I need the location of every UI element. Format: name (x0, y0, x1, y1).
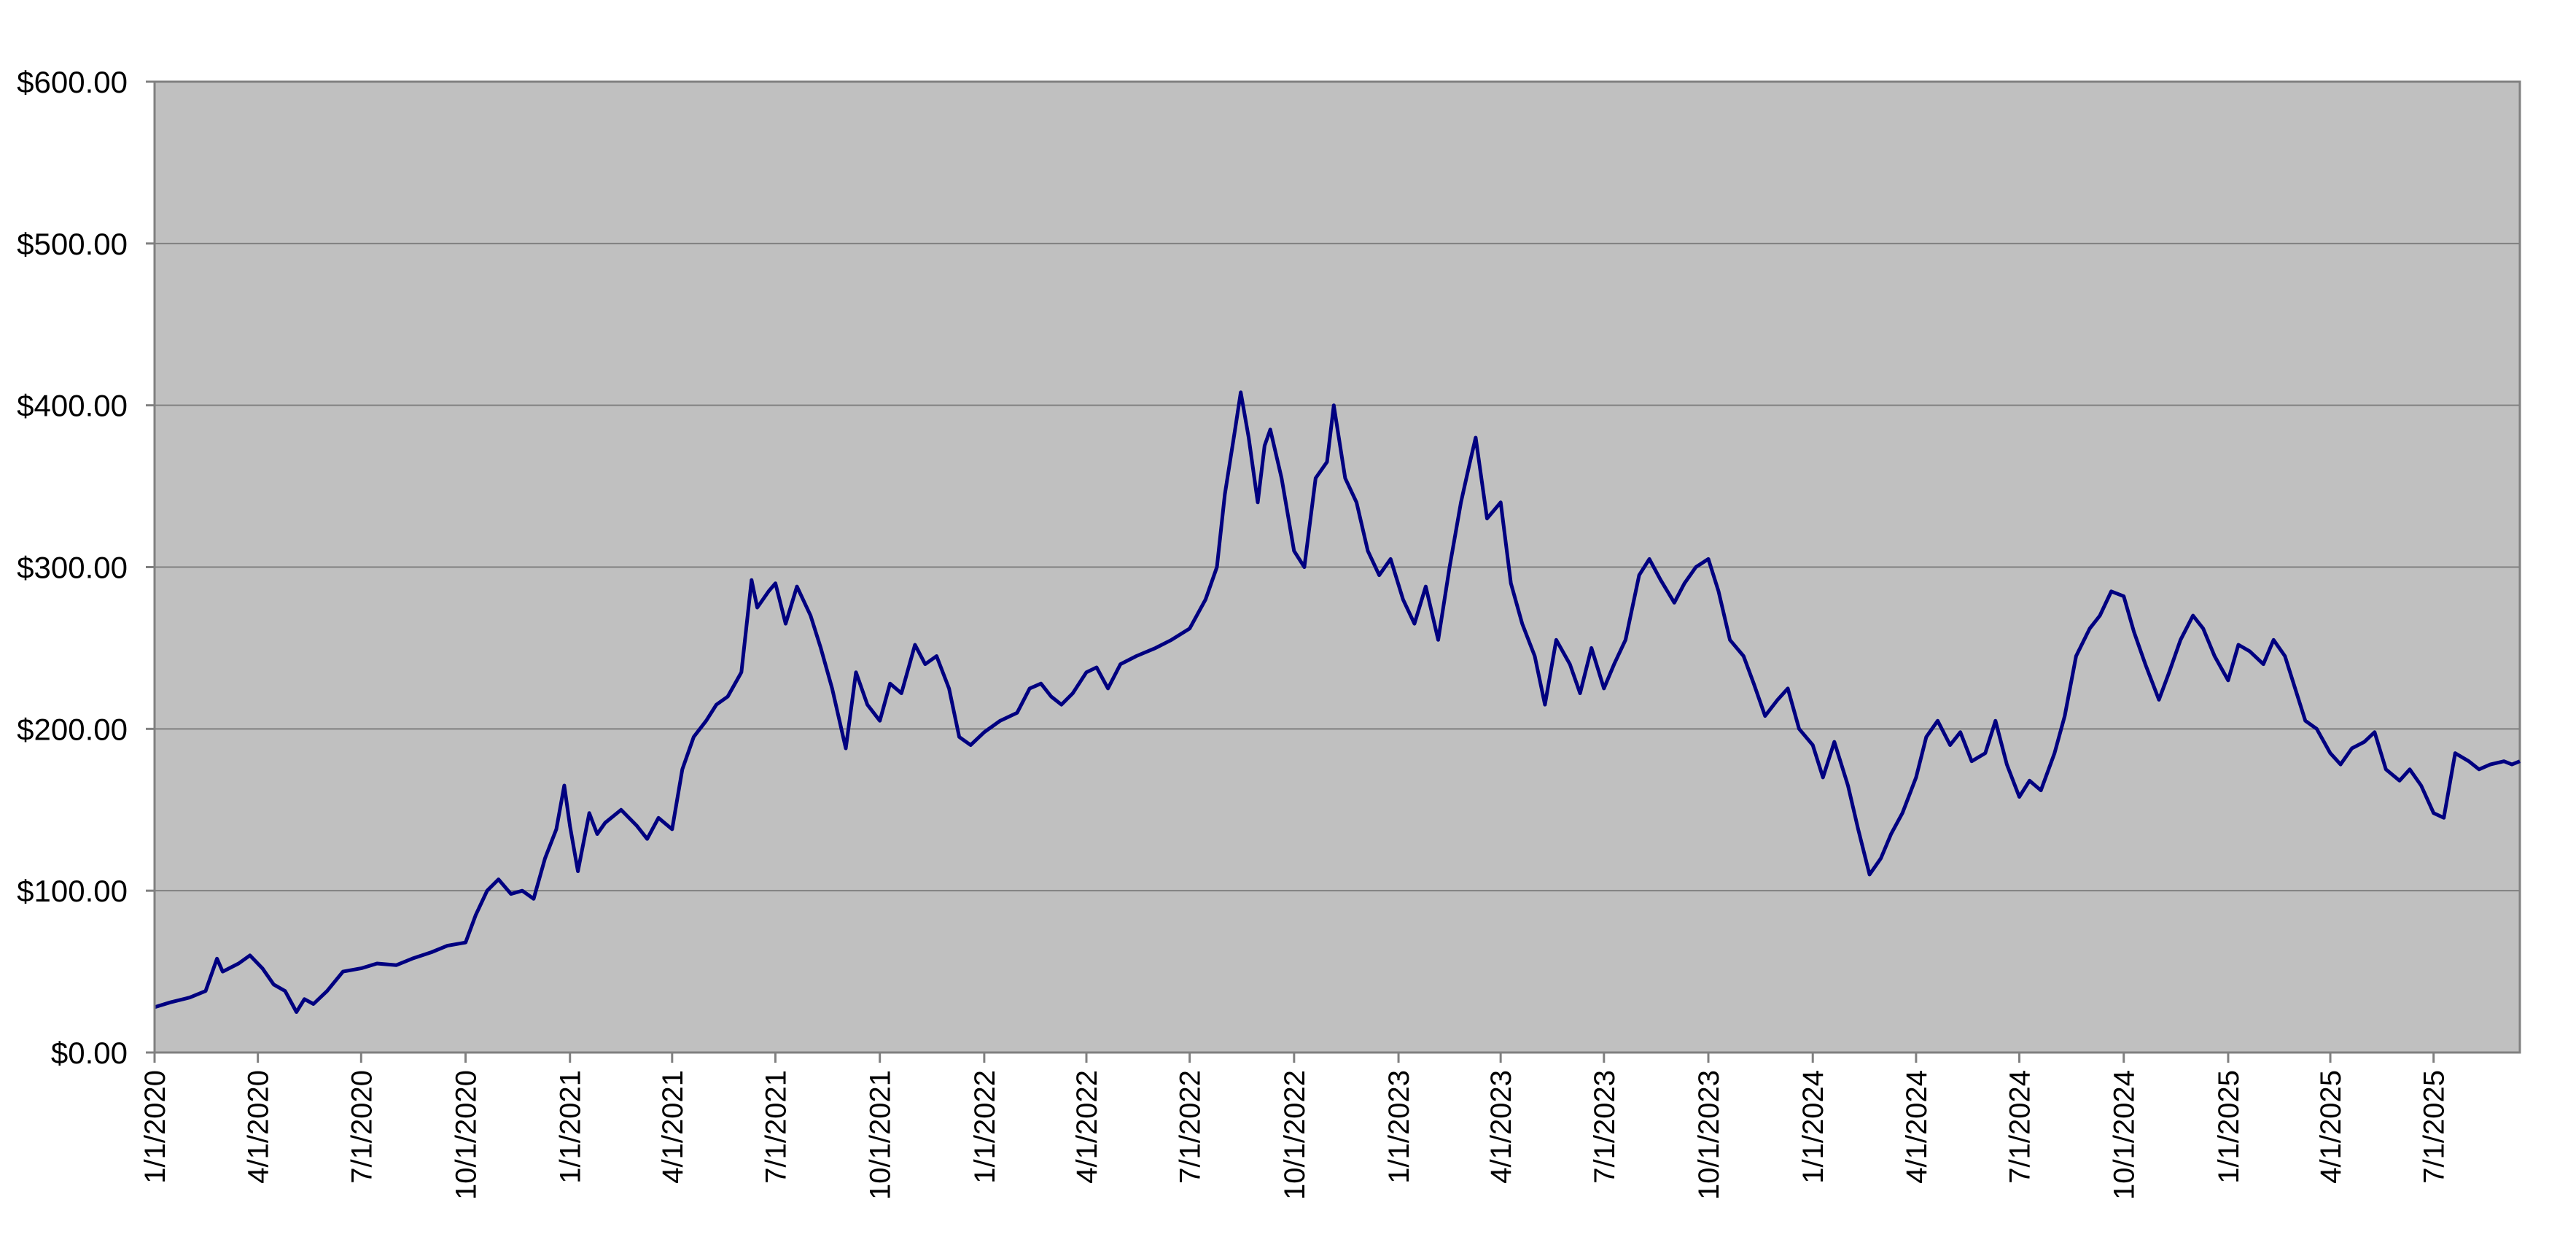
x-tick-label: 7/1/2024 (2004, 1070, 2036, 1184)
x-tick-label: 4/1/2025 (2315, 1070, 2347, 1184)
y-tick-label: $300.00 (17, 551, 128, 585)
y-tick-label: $200.00 (17, 712, 128, 746)
x-tick-label: 1/1/2021 (555, 1070, 587, 1184)
y-tick-label: $100.00 (17, 874, 128, 908)
x-tick-label: 1/1/2022 (969, 1070, 1001, 1184)
series-line-price (154, 390, 2521, 1014)
gridlines (155, 242, 2520, 892)
x-tick-label: 4/1/2022 (1071, 1070, 1103, 1184)
x-tick-label: 10/1/2021 (865, 1070, 897, 1200)
x-tick-label: 10/1/2022 (1279, 1070, 1311, 1200)
x-tick-label: 4/1/2024 (1901, 1070, 1933, 1184)
x-tick-label: 10/1/2024 (2109, 1070, 2141, 1200)
x-axis-ticks: 1/1/2020 4/1/2020 7/1/2020 10/1/2020 1/1/202… (139, 1053, 2451, 1200)
x-tick-label: 7/1/2021 (760, 1070, 792, 1184)
y-tick-label: $600.00 (17, 65, 128, 99)
x-tick-label: 10/1/2023 (1693, 1070, 1725, 1200)
x-tick-label: 7/1/2020 (346, 1070, 378, 1184)
x-tick-label: 7/1/2025 (2419, 1070, 2451, 1184)
x-tick-label: 4/1/2021 (657, 1070, 689, 1184)
x-tick-label: 7/1/2023 (1589, 1070, 1621, 1184)
x-tick-label: 4/1/2020 (243, 1070, 275, 1184)
x-tick-label: 4/1/2023 (1485, 1070, 1517, 1184)
y-tick-label: $0.00 (51, 1036, 128, 1070)
x-tick-label: 1/1/2020 (139, 1070, 171, 1184)
x-tick-label: 7/1/2022 (1175, 1070, 1207, 1184)
x-tick-label: 1/1/2023 (1383, 1070, 1415, 1184)
y-axis-ticks: $0.00 $100.00 $200.00 $300.00 $400.00 $500.00… (17, 65, 155, 1070)
y-tick-label: $500.00 (17, 227, 128, 261)
x-tick-label: 10/1/2020 (451, 1070, 483, 1200)
y-tick-label: $400.00 (17, 389, 128, 423)
x-tick-label: 1/1/2025 (2213, 1070, 2245, 1184)
x-tick-label: 1/1/2024 (1797, 1070, 1829, 1184)
